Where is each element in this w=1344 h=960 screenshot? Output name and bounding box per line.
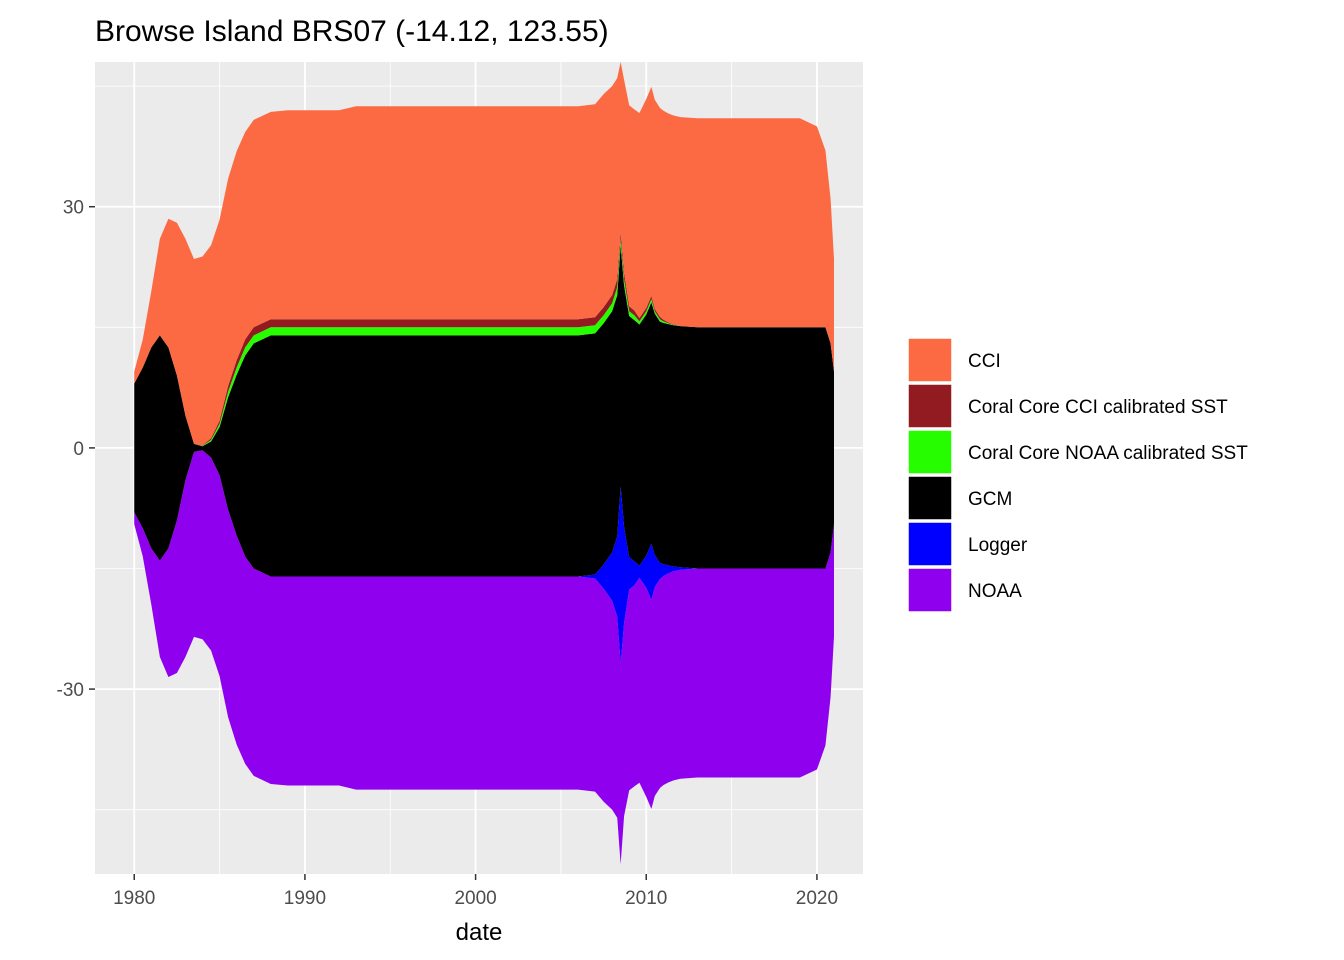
x-axis-title: date — [456, 919, 503, 946]
y-tick-label: 30 — [63, 198, 84, 219]
x-tick-label: 1980 — [113, 888, 155, 909]
x-tick-label: 2010 — [625, 888, 667, 909]
legend-key — [907, 383, 953, 429]
x-tick-label: 1990 — [284, 888, 326, 909]
legend: CCI Coral Core CCI calibrated SST Coral Co… — [907, 337, 1248, 613]
y-axis: 30 0 -30 — [57, 198, 95, 701]
chart-title: Browse Island BRS07 (-14.12, 123.55) — [95, 15, 609, 48]
y-tick-label: 0 — [73, 439, 84, 460]
legend-label: Logger — [968, 535, 1028, 556]
legend-label: NOAA — [968, 581, 1022, 602]
legend-key — [907, 475, 953, 521]
y-tick-label: -30 — [57, 680, 84, 701]
legend-key — [907, 429, 953, 475]
legend-key — [907, 567, 953, 613]
legend-label: Coral Core NOAA calibrated SST — [968, 443, 1248, 464]
legend-key — [907, 337, 953, 383]
legend-label: GCM — [968, 489, 1012, 510]
x-axis: 1980 1990 2000 2010 2020 — [113, 874, 838, 909]
area-cci — [134, 62, 834, 446]
area-noaa — [134, 450, 834, 865]
stream-areas — [134, 62, 834, 865]
legend-key — [907, 521, 953, 567]
legend-label: CCI — [968, 351, 1001, 372]
x-tick-label: 2000 — [454, 888, 496, 909]
area-gcm — [134, 245, 834, 577]
x-tick-label: 2020 — [796, 888, 838, 909]
legend-label: Coral Core CCI calibrated SST — [968, 397, 1228, 418]
